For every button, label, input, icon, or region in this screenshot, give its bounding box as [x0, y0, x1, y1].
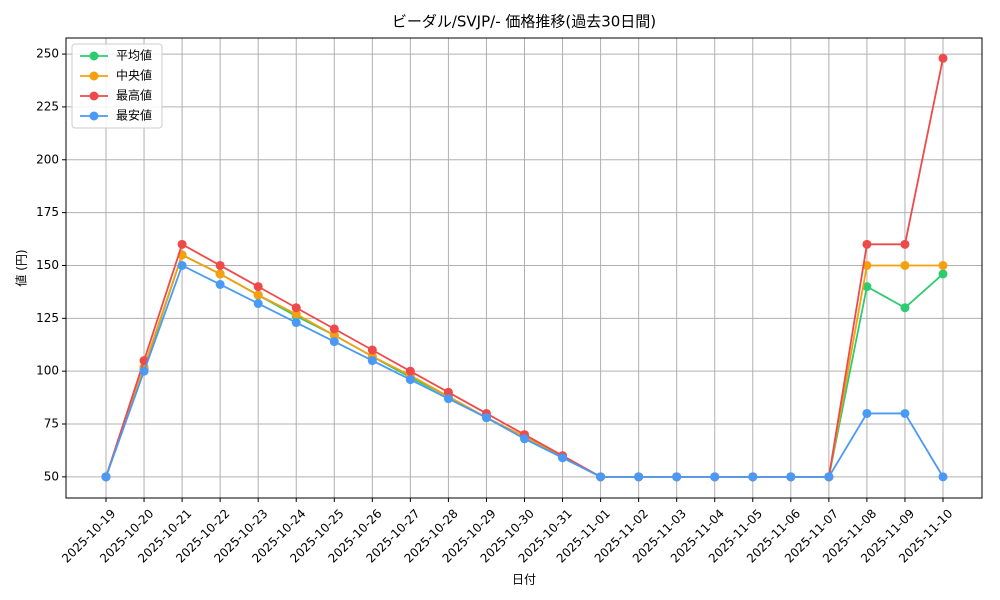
- legend-marker: [89, 51, 99, 61]
- point: [329, 324, 339, 334]
- point: [672, 472, 682, 482]
- point: [558, 453, 568, 463]
- chart-title: ビーダル/SVJP/- 価格推移(過去30日間): [392, 13, 656, 31]
- y-tick-label: 225: [36, 99, 59, 113]
- point: [253, 282, 263, 292]
- point: [900, 408, 910, 418]
- point: [938, 269, 948, 279]
- point: [443, 387, 453, 397]
- point: [748, 472, 758, 482]
- legend-marker: [89, 91, 99, 101]
- point: [405, 375, 415, 385]
- point: [101, 472, 111, 482]
- point: [862, 408, 872, 418]
- y-tick-label: 125: [36, 311, 59, 325]
- point: [520, 434, 529, 444]
- legend-label: 最安値: [116, 108, 152, 123]
- point: [710, 472, 720, 482]
- point: [900, 303, 910, 313]
- legend-label: 最高値: [116, 88, 152, 103]
- y-axis-label: 値 (円): [14, 249, 29, 286]
- point: [367, 345, 377, 355]
- point: [443, 394, 453, 404]
- y-tick-label: 50: [44, 469, 59, 483]
- point: [938, 472, 948, 482]
- point: [900, 239, 910, 249]
- plot-data: [101, 53, 948, 482]
- y-tick-label: 175: [36, 205, 59, 219]
- point: [291, 318, 301, 328]
- y-tick-label: 150: [36, 258, 59, 272]
- point: [291, 303, 301, 313]
- point: [862, 282, 872, 292]
- point: [177, 260, 187, 270]
- point: [938, 260, 948, 270]
- point: [481, 413, 491, 423]
- x-axis-label: 日付: [512, 573, 536, 587]
- point: [938, 53, 948, 63]
- legend-marker: [89, 71, 99, 81]
- point: [824, 472, 834, 482]
- point: [786, 472, 796, 482]
- point: [253, 290, 263, 300]
- point: [291, 309, 301, 319]
- legend-label: 中央値: [116, 68, 152, 83]
- point: [596, 472, 606, 482]
- y-tick-label: 75: [44, 417, 59, 431]
- y-tick-label: 100: [36, 364, 59, 378]
- y-tick-label: 250: [36, 47, 59, 61]
- point: [900, 260, 910, 270]
- point: [329, 337, 339, 347]
- y-tick-label: 200: [36, 152, 59, 166]
- point: [215, 260, 225, 270]
- legend-marker: [89, 111, 99, 121]
- point: [177, 239, 187, 249]
- point: [862, 239, 872, 249]
- point: [634, 472, 644, 482]
- point: [215, 279, 225, 289]
- point: [253, 299, 263, 309]
- point: [367, 356, 377, 366]
- point: [215, 269, 225, 279]
- point: [139, 366, 149, 376]
- point: [329, 330, 339, 340]
- legend-box: [71, 43, 163, 129]
- legend-label: 平均値: [116, 48, 152, 63]
- point: [405, 366, 415, 376]
